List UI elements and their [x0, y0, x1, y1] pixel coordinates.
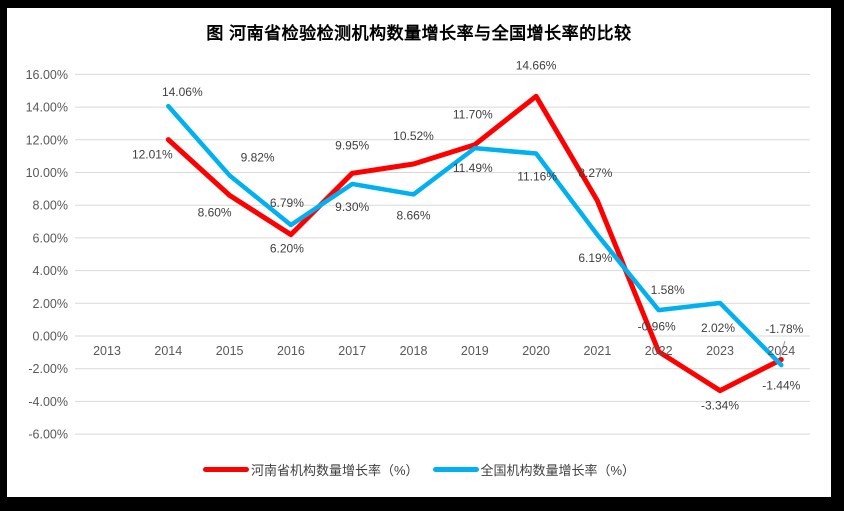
- chart-title: 图 河南省检验检测机构数量增长率与全国增长率的比较: [206, 24, 632, 43]
- x-axis-tick-label: 2014: [154, 344, 182, 358]
- legend-label: 河南省机构数量增长率（%）: [250, 463, 419, 478]
- y-axis-tick-label: 6.00%: [33, 231, 68, 245]
- y-axis-tick-label: 2.00%: [33, 297, 68, 311]
- x-axis-tick-label: 2020: [522, 344, 550, 358]
- x-axis-tick-label: 2015: [216, 344, 244, 358]
- data-label: 8.27%: [578, 166, 612, 180]
- data-label: 9.30%: [335, 200, 369, 214]
- data-label: 12.01%: [132, 148, 173, 162]
- x-axis-tick-label: 2023: [706, 344, 734, 358]
- y-axis-tick-label: 8.00%: [33, 199, 68, 213]
- data-label: 9.82%: [241, 150, 275, 164]
- data-label: -1.44%: [762, 379, 800, 393]
- x-axis-tick-label: 2022: [645, 344, 673, 358]
- y-axis-tick-label: 12.00%: [26, 133, 68, 147]
- chart-legend: 河南省机构数量增长率（%） 全国机构数量增长率（%）: [7, 460, 831, 479]
- y-axis-tick-label: -2.00%: [28, 362, 68, 376]
- x-axis-tick-label: 2018: [400, 344, 428, 358]
- data-label: -1.78%: [765, 322, 803, 336]
- data-label: 11.16%: [517, 170, 557, 184]
- data-label: 2.02%: [701, 321, 735, 335]
- y-axis-tick-label: 0.00%: [33, 330, 68, 344]
- x-axis-tick-label: 2019: [461, 344, 489, 358]
- data-label: -3.34%: [701, 399, 739, 413]
- y-axis-tick-label: -4.00%: [28, 395, 68, 409]
- x-axis-tick-label: 2013: [93, 344, 121, 358]
- data-label: 11.49%: [453, 161, 493, 175]
- data-label: -0.96%: [638, 320, 676, 334]
- data-label: 10.52%: [393, 129, 434, 143]
- legend-item-national: 全国机构数量增长率（%）: [432, 460, 636, 479]
- data-label: 11.70%: [453, 108, 493, 122]
- series-line-henan: [165, 93, 784, 394]
- data-label: 8.66%: [396, 208, 430, 222]
- data-label: 14.06%: [162, 85, 203, 99]
- series-line-national: [166, 103, 784, 368]
- y-axis-tick-label: 14.00%: [26, 101, 68, 115]
- legend-line-swatch: [432, 467, 479, 472]
- data-label: 6.19%: [578, 251, 612, 265]
- x-axis-tick-label: 2024: [767, 344, 795, 358]
- y-axis-tick-label: 16.00%: [26, 68, 68, 82]
- data-label: 1.58%: [651, 283, 685, 297]
- y-axis-tick-label: 4.00%: [33, 264, 68, 278]
- data-label: 14.66%: [516, 58, 557, 72]
- y-axis-tick-label: 10.00%: [26, 166, 68, 180]
- data-label: 6.79%: [270, 196, 304, 210]
- data-label: 8.60%: [198, 205, 232, 219]
- legend-item-henan: 河南省机构数量增长率（%）: [202, 460, 419, 479]
- legend-line-swatch: [202, 467, 249, 472]
- line-chart: 16.00% 14.00% 12.00% 10.00% 8.00% 6.00% 4.00% 2…: [26, 58, 810, 442]
- x-axis-tick-label: 2016: [277, 344, 305, 358]
- x-axis-tick-label: 2021: [583, 344, 611, 358]
- y-axis-tick-label: -6.00%: [28, 428, 68, 442]
- x-axis-tick-label: 2017: [338, 344, 366, 358]
- legend-label: 全国机构数量增长率（%）: [480, 463, 636, 478]
- data-label: 6.20%: [270, 242, 304, 256]
- data-label: 9.95%: [335, 138, 369, 152]
